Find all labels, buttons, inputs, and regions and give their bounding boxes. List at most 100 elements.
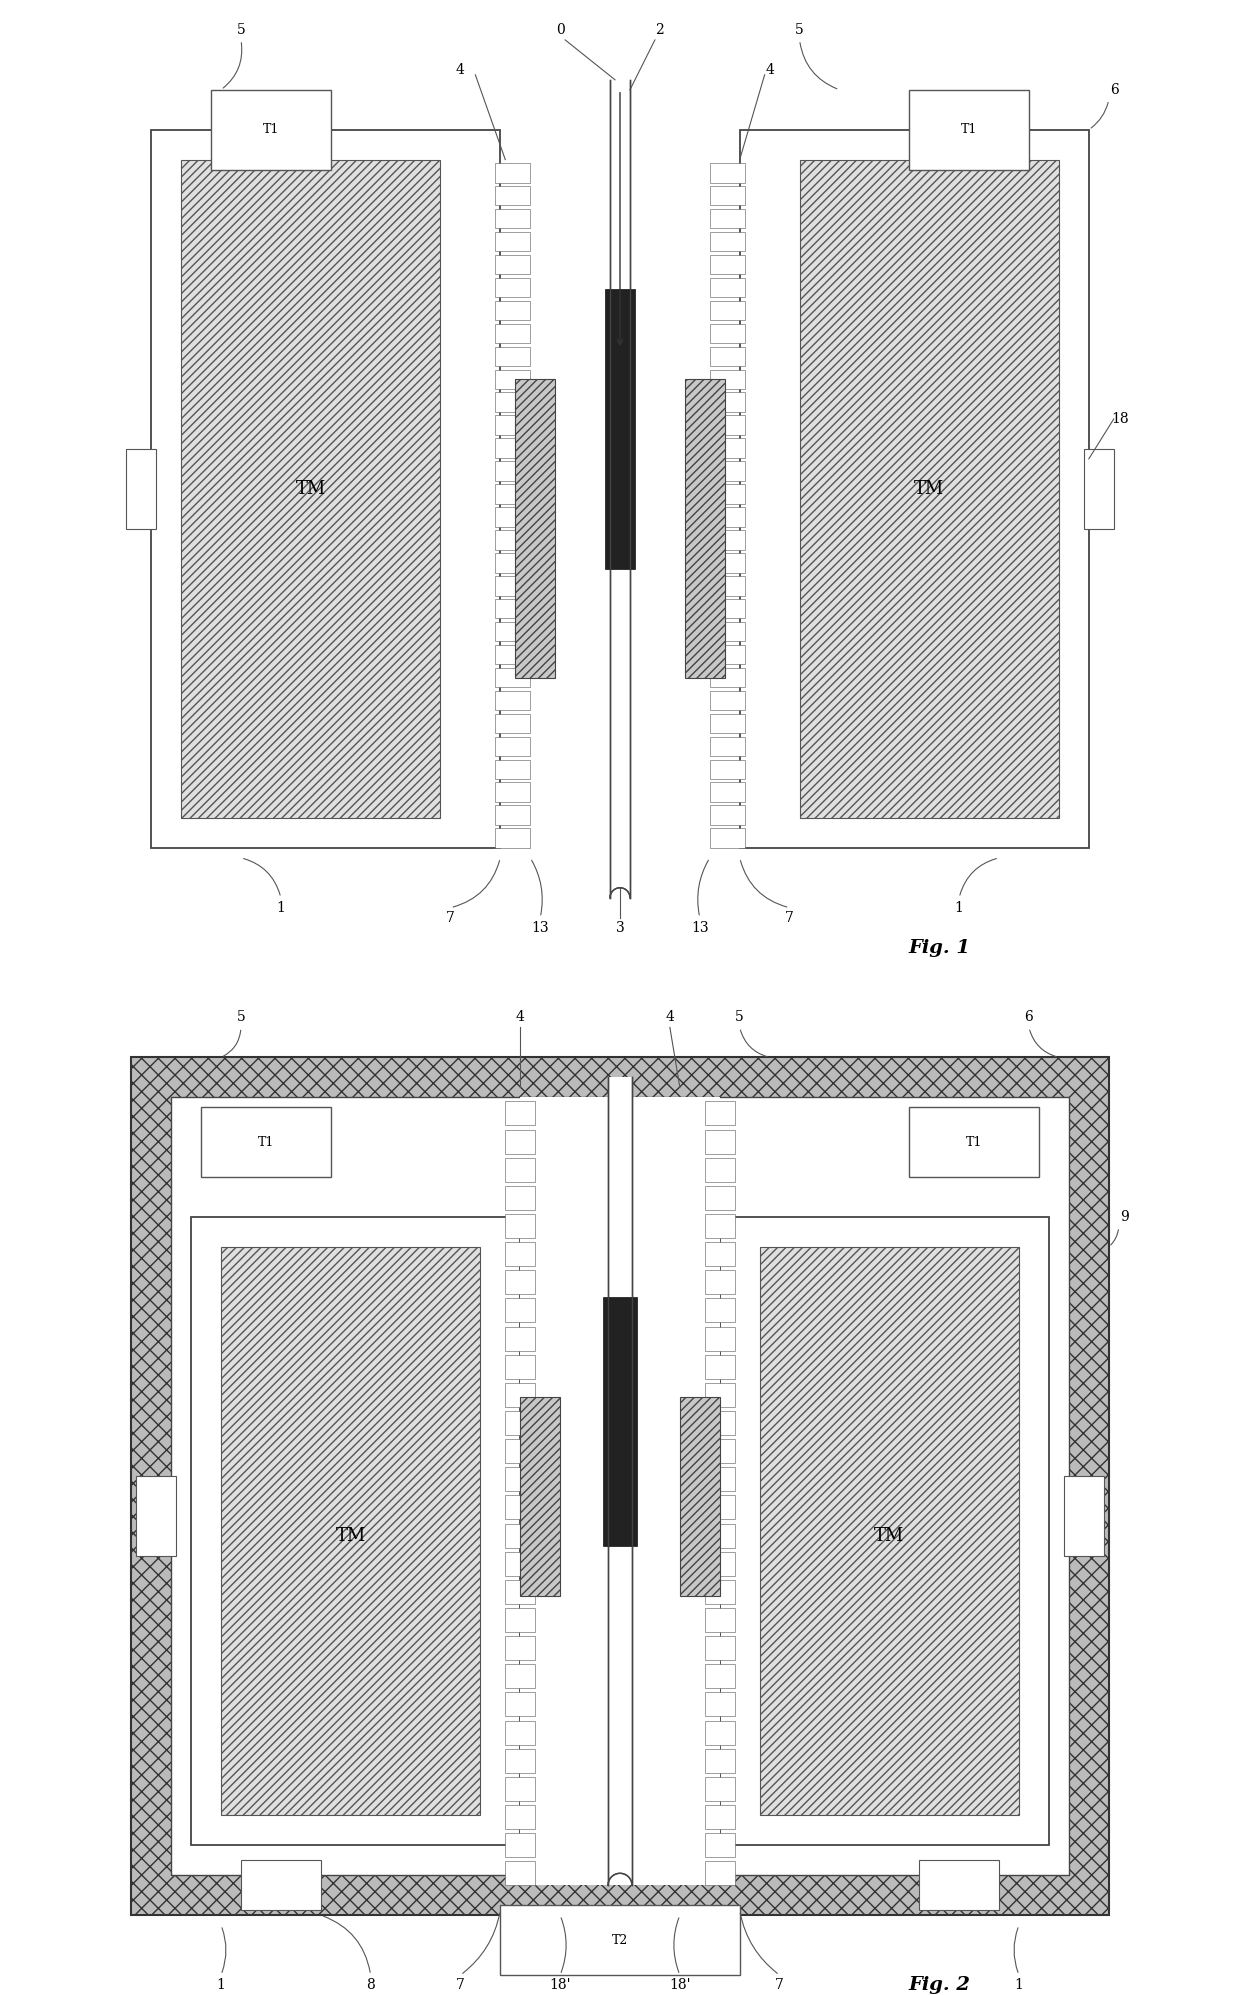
- Bar: [495, 714, 531, 732]
- Text: 18': 18': [670, 1977, 691, 1993]
- Bar: [495, 186, 531, 205]
- Bar: [495, 577, 531, 597]
- Text: 1: 1: [1014, 1977, 1023, 1993]
- Bar: [505, 1101, 536, 1125]
- Bar: [709, 485, 745, 503]
- Bar: [505, 1580, 536, 1604]
- Bar: [704, 1580, 735, 1604]
- Bar: [495, 553, 531, 573]
- Bar: [680, 1396, 719, 1596]
- Bar: [495, 255, 531, 273]
- Bar: [495, 369, 531, 389]
- Bar: [211, 90, 331, 170]
- Bar: [704, 1215, 735, 1239]
- Text: 6: 6: [1024, 1009, 1033, 1025]
- Bar: [495, 485, 531, 503]
- Bar: [704, 1524, 735, 1548]
- Bar: [704, 1692, 735, 1716]
- Bar: [495, 668, 531, 686]
- Text: 18: 18: [1111, 411, 1128, 427]
- Bar: [495, 461, 531, 481]
- Bar: [495, 690, 531, 710]
- Bar: [709, 531, 745, 549]
- Bar: [136, 1476, 176, 1556]
- Text: 13: 13: [532, 920, 549, 936]
- Bar: [709, 806, 745, 826]
- Bar: [505, 1157, 536, 1181]
- Text: 4: 4: [765, 62, 774, 78]
- Bar: [709, 231, 745, 251]
- Bar: [909, 1107, 1039, 1177]
- Bar: [709, 277, 745, 297]
- Bar: [709, 439, 745, 459]
- Bar: [919, 1859, 999, 1911]
- Bar: [709, 323, 745, 343]
- Bar: [500, 1905, 740, 1975]
- Text: 5: 5: [237, 22, 246, 38]
- Bar: [495, 622, 531, 642]
- Bar: [505, 1355, 536, 1379]
- Bar: [505, 1692, 536, 1716]
- Bar: [495, 806, 531, 826]
- Bar: [709, 622, 745, 642]
- Bar: [709, 736, 745, 756]
- Bar: [495, 531, 531, 549]
- Bar: [709, 507, 745, 527]
- Bar: [521, 1097, 719, 1885]
- Bar: [709, 668, 745, 686]
- Bar: [704, 1861, 735, 1885]
- Text: T1: T1: [263, 124, 279, 136]
- Bar: [704, 1129, 735, 1153]
- Text: 5: 5: [735, 1009, 744, 1025]
- Bar: [709, 301, 745, 319]
- Bar: [709, 714, 745, 732]
- Bar: [495, 598, 531, 618]
- Bar: [505, 1636, 536, 1660]
- Bar: [551, 130, 689, 858]
- Text: TM: TM: [295, 479, 326, 499]
- Bar: [505, 1271, 536, 1295]
- Bar: [495, 760, 531, 780]
- Bar: [495, 507, 531, 527]
- Bar: [505, 1861, 536, 1885]
- Bar: [505, 1805, 536, 1829]
- Bar: [505, 1299, 536, 1323]
- Bar: [495, 231, 531, 251]
- Bar: [704, 1383, 735, 1406]
- Bar: [704, 1664, 735, 1688]
- Bar: [1064, 1476, 1104, 1556]
- Bar: [505, 1778, 536, 1801]
- Bar: [241, 1859, 321, 1911]
- Bar: [610, 80, 630, 898]
- Text: 2: 2: [656, 22, 665, 38]
- Bar: [1084, 449, 1114, 529]
- Bar: [709, 164, 745, 184]
- Text: 9: 9: [1120, 1209, 1128, 1225]
- Text: 8: 8: [366, 1977, 374, 1993]
- Bar: [709, 415, 745, 435]
- Bar: [704, 1636, 735, 1660]
- Bar: [704, 1355, 735, 1379]
- Bar: [131, 1057, 1109, 1915]
- Text: 1: 1: [955, 900, 963, 916]
- Text: 13: 13: [691, 920, 708, 936]
- Bar: [505, 1608, 536, 1632]
- Bar: [505, 1750, 536, 1774]
- Text: 1: 1: [217, 1977, 226, 1993]
- Bar: [719, 1217, 1049, 1845]
- Text: TM: TM: [336, 1526, 366, 1546]
- Text: 7: 7: [456, 1977, 465, 1993]
- Bar: [171, 1097, 1069, 1875]
- Bar: [495, 439, 531, 459]
- Bar: [495, 644, 531, 664]
- Bar: [704, 1496, 735, 1520]
- Bar: [709, 186, 745, 205]
- Bar: [709, 828, 745, 848]
- Bar: [709, 393, 745, 413]
- Text: T2: T2: [611, 1933, 629, 1947]
- Bar: [181, 160, 440, 818]
- Bar: [605, 289, 635, 569]
- Bar: [505, 1496, 536, 1520]
- Bar: [495, 347, 531, 367]
- Bar: [684, 379, 724, 678]
